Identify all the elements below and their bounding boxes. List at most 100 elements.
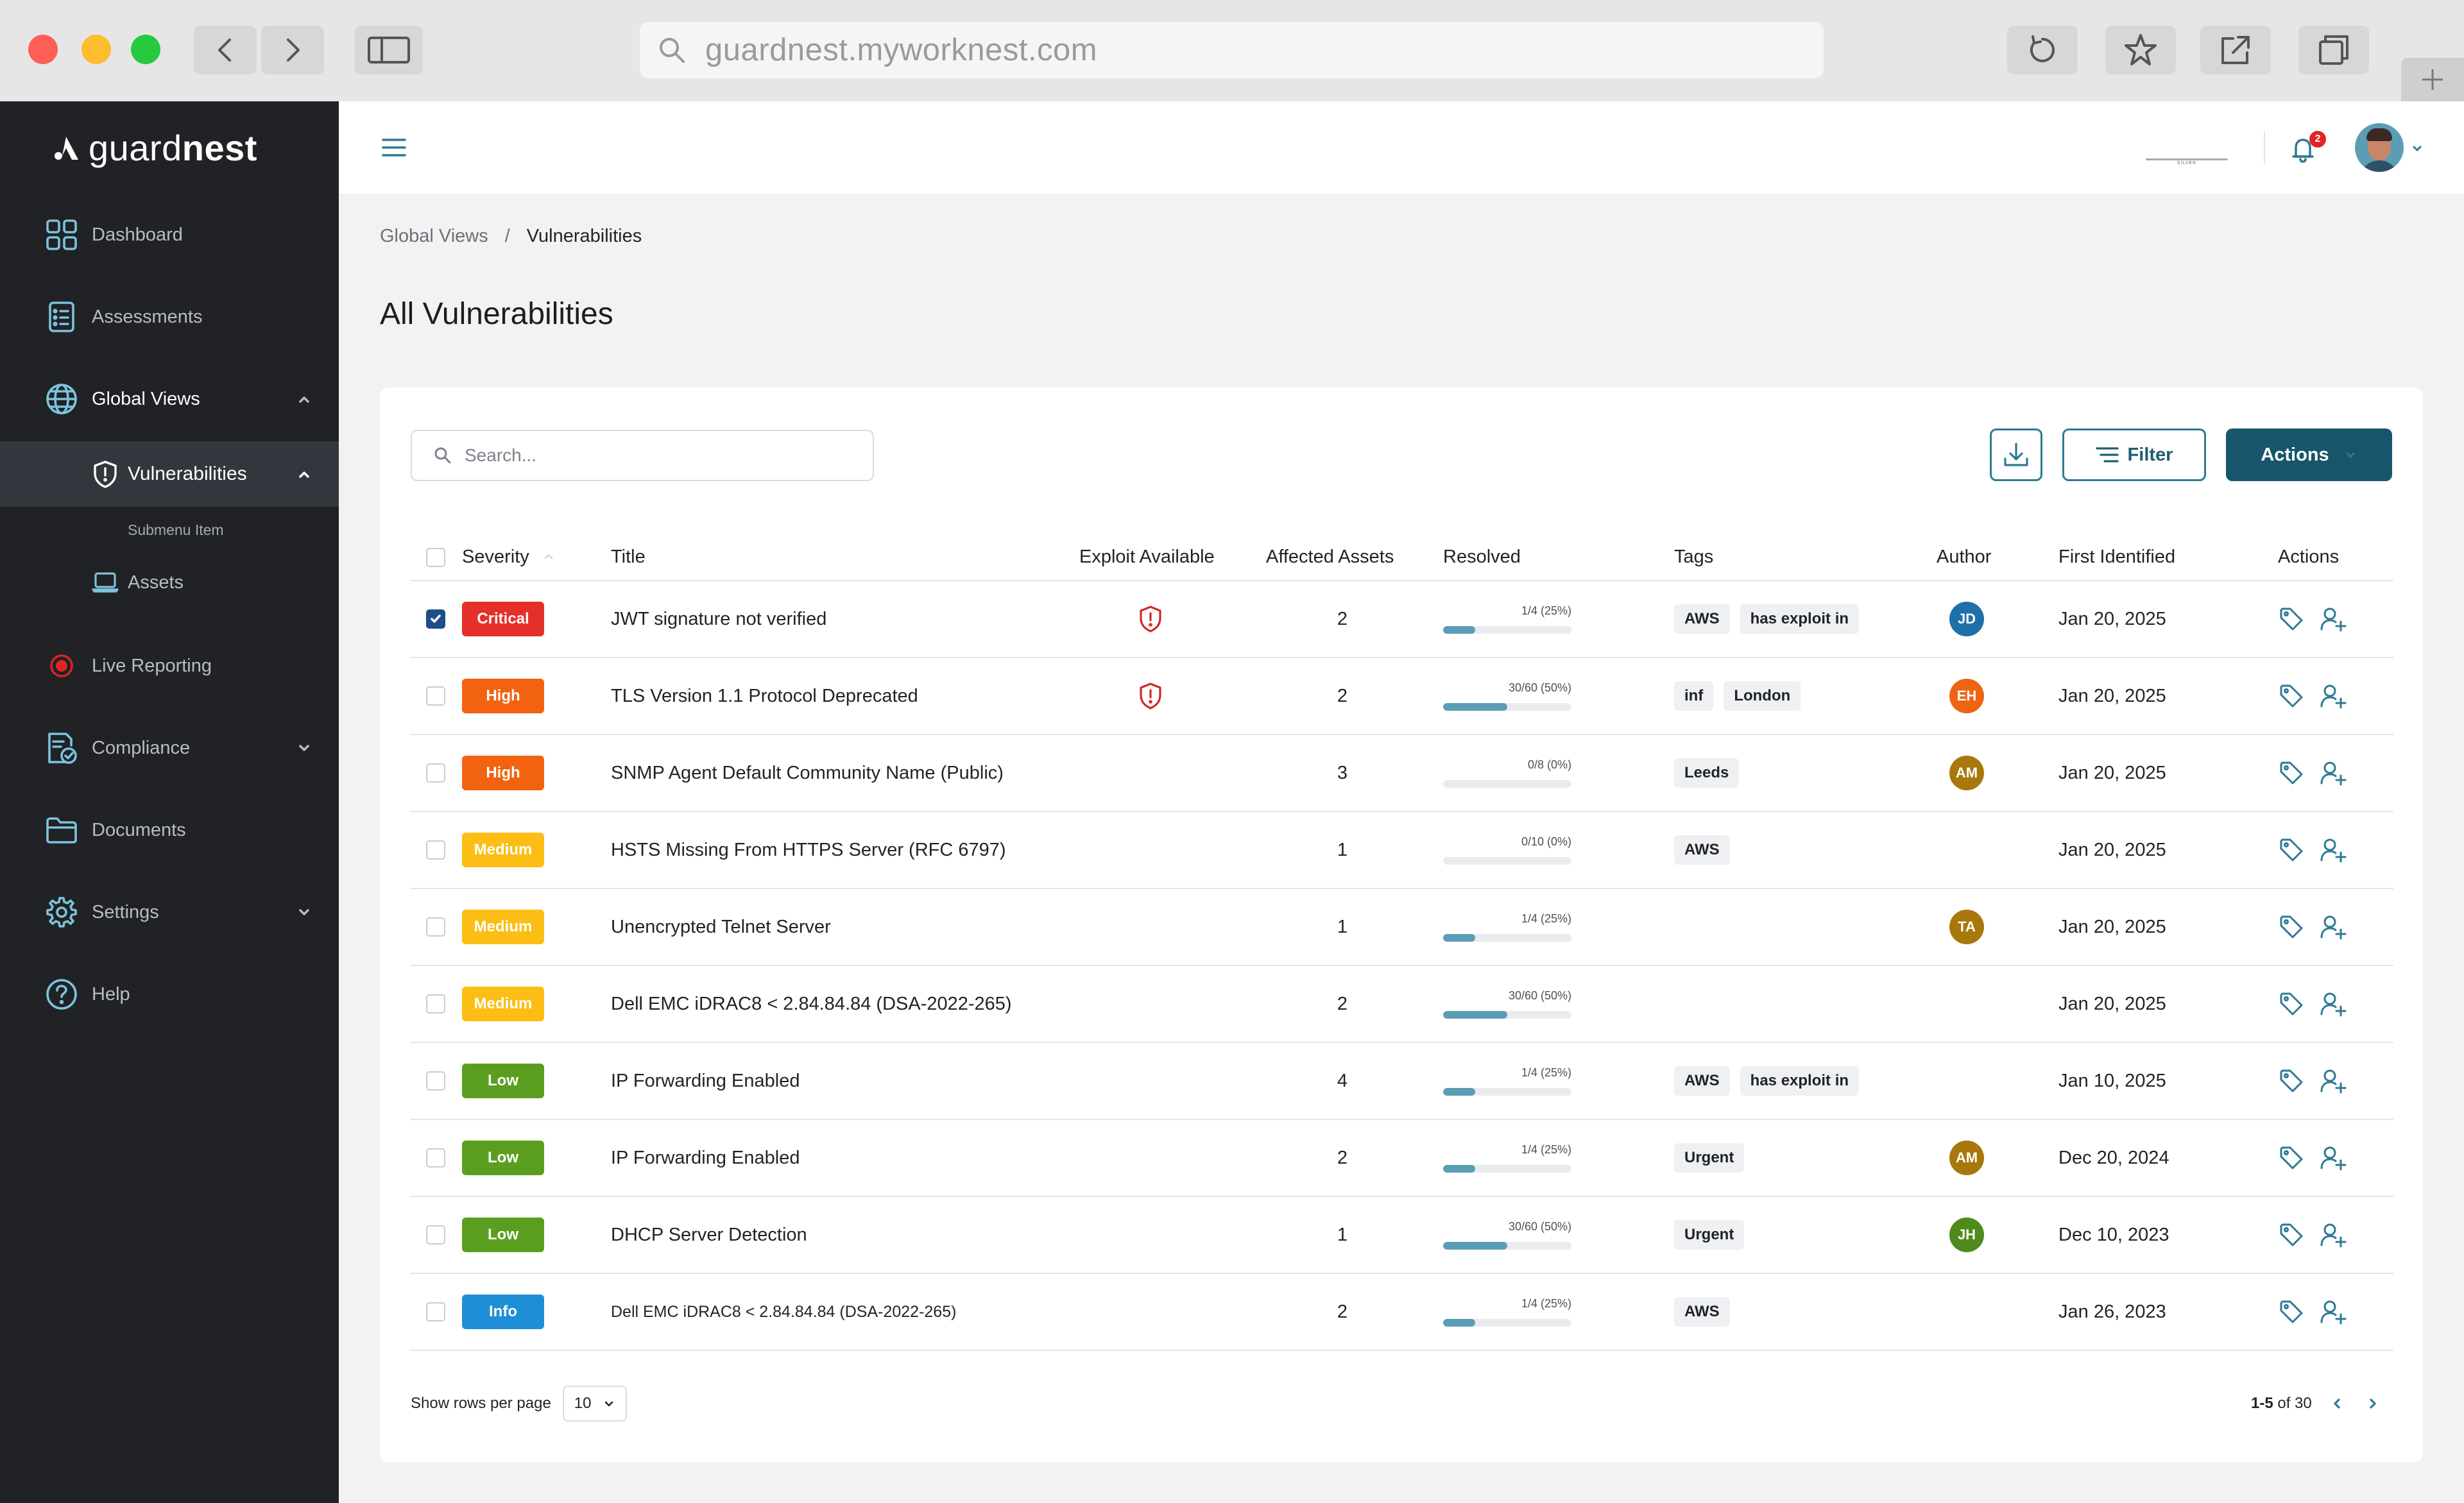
column-header-tags[interactable]: Tags xyxy=(1674,547,1714,567)
author-avatar[interactable]: AM xyxy=(1949,1141,1984,1175)
title-cell[interactable]: IP Forwarding Enabled xyxy=(611,1043,800,1119)
assign-user-button[interactable] xyxy=(2320,1274,2347,1350)
forward-button[interactable] xyxy=(261,26,324,74)
column-header-author[interactable]: Author xyxy=(1937,547,1992,567)
actions-button[interactable]: Actions xyxy=(2226,429,2392,481)
tag-chip[interactable]: has exploit in xyxy=(1740,604,1860,634)
assign-user-button[interactable] xyxy=(2320,658,2347,734)
row-checkbox[interactable] xyxy=(426,840,445,860)
tag-action-button[interactable] xyxy=(2279,889,2304,965)
sidebar-submenu-item[interactable]: Submenu Item xyxy=(128,522,224,538)
row-checkbox[interactable] xyxy=(426,1071,445,1091)
vulnerability-title[interactable]: Dell EMC iDRAC8 < 2.84.84.84 (DSA-2022-2… xyxy=(611,993,1012,1014)
table-row[interactable]: High SNMP Agent Default Community Name (P… xyxy=(411,735,2393,812)
table-row[interactable]: Low IP Forwarding Enabled 4 1/4 (25%) AWS has… xyxy=(411,1043,2393,1120)
table-row[interactable]: Medium Unencrypted Telnet Server 1 1/4 (25%… xyxy=(411,889,2393,966)
sidebar-toggle-button[interactable] xyxy=(355,26,423,74)
row-checkbox[interactable] xyxy=(426,686,445,706)
sidebar-item-help[interactable]: Help xyxy=(0,962,339,1026)
bookmark-button[interactable] xyxy=(2105,26,2176,74)
tag-action-button[interactable] xyxy=(2279,1197,2304,1273)
previous-page-button[interactable] xyxy=(2329,1395,2345,1412)
assign-user-button[interactable] xyxy=(2320,1120,2347,1196)
table-row[interactable]: Critical JWT signature not verified 2 1/4 (… xyxy=(411,581,2393,658)
row-checkbox[interactable] xyxy=(426,763,445,783)
tag-chip[interactable]: London xyxy=(1724,681,1801,711)
address-bar[interactable]: guardnest.myworknest.com xyxy=(640,22,1824,78)
back-button[interactable] xyxy=(194,26,257,74)
vulnerability-title[interactable]: Unencrypted Telnet Server xyxy=(611,916,831,937)
sidebar-item-live-reporting[interactable]: Live Reporting xyxy=(0,634,339,698)
column-header-affected-assets[interactable]: Affected Assets xyxy=(1266,547,1394,567)
assign-user-button[interactable] xyxy=(2320,1043,2347,1119)
new-tab-button[interactable] xyxy=(2401,58,2464,101)
row-checkbox[interactable] xyxy=(426,609,445,629)
title-cell[interactable]: JWT signature not verified xyxy=(611,581,826,657)
tag-action-button[interactable] xyxy=(2279,658,2304,734)
row-checkbox[interactable] xyxy=(426,1302,445,1321)
table-row[interactable]: Info Dell EMC iDRAC8 < 2.84.84.84 (DSA-20… xyxy=(411,1274,2393,1351)
vulnerability-title[interactable]: DHCP Server Detection xyxy=(611,1224,807,1245)
vulnerability-title[interactable]: SNMP Agent Default Community Name (Publi… xyxy=(611,762,1004,783)
download-button[interactable] xyxy=(1990,429,2042,481)
row-checkbox[interactable] xyxy=(426,917,445,937)
vulnerability-title[interactable]: TLS Version 1.1 Protocol Deprecated xyxy=(611,685,918,706)
row-checkbox[interactable] xyxy=(426,1148,445,1168)
column-header-resolved[interactable]: Resolved xyxy=(1443,547,1521,567)
column-header-first-identified[interactable]: First Identified xyxy=(2058,547,2176,567)
column-header-title[interactable]: Title xyxy=(611,547,646,567)
title-cell[interactable]: SNMP Agent Default Community Name (Publi… xyxy=(611,735,1004,811)
row-checkbox[interactable] xyxy=(426,994,445,1014)
column-header-severity[interactable]: Severity xyxy=(462,547,556,568)
tag-action-button[interactable] xyxy=(2279,1043,2304,1119)
sidebar-item-documents[interactable]: Documents xyxy=(0,798,339,862)
assign-user-button[interactable] xyxy=(2320,812,2347,888)
author-avatar[interactable]: JD xyxy=(1949,602,1984,636)
vulnerability-title[interactable]: Dell EMC iDRAC8 < 2.84.84.84 (DSA-2022-2… xyxy=(611,1302,957,1321)
avatar[interactable] xyxy=(2355,123,2404,172)
breadcrumb-link-global-views[interactable]: Global Views xyxy=(380,226,488,246)
tag-action-button[interactable] xyxy=(2279,1120,2304,1196)
tag-action-button[interactable] xyxy=(2279,812,2304,888)
assign-user-button[interactable] xyxy=(2320,735,2347,811)
vulnerability-title[interactable]: JWT signature not verified xyxy=(611,608,827,629)
chevron-down-icon[interactable] xyxy=(2410,141,2424,155)
title-cell[interactable]: Unencrypted Telnet Server xyxy=(611,889,831,965)
vulnerability-title[interactable]: IP Forwarding Enabled xyxy=(611,1147,800,1168)
minimize-window-button[interactable] xyxy=(81,35,111,64)
tag-chip[interactable]: has exploit in xyxy=(1740,1066,1860,1096)
tag-chip[interactable]: AWS xyxy=(1674,1297,1730,1327)
search-box[interactable] xyxy=(411,430,874,481)
table-row[interactable]: High TLS Version 1.1 Protocol Deprecated 2… xyxy=(411,658,2393,735)
sidebar-item-settings[interactable]: Settings xyxy=(0,880,339,944)
title-cell[interactable]: Dell EMC iDRAC8 < 2.84.84.84 (DSA-2022-2… xyxy=(611,1274,956,1350)
tag-chip[interactable]: inf xyxy=(1674,681,1714,711)
assign-user-button[interactable] xyxy=(2320,1197,2347,1273)
author-avatar[interactable]: EH xyxy=(1949,679,1984,713)
vulnerability-title[interactable]: HSTS Missing From HTTPS Server (RFC 6797… xyxy=(611,839,1006,860)
table-row[interactable]: Low DHCP Server Detection 1 30/60 (50%) Urge… xyxy=(411,1197,2393,1274)
assign-user-button[interactable] xyxy=(2320,889,2347,965)
tag-action-button[interactable] xyxy=(2279,735,2304,811)
title-cell[interactable]: Dell EMC iDRAC8 < 2.84.84.84 (DSA-2022-2… xyxy=(611,966,1012,1042)
assign-user-button[interactable] xyxy=(2320,966,2347,1042)
tag-chip[interactable]: Urgent xyxy=(1674,1220,1745,1250)
row-checkbox[interactable] xyxy=(426,1225,445,1244)
tag-chip[interactable]: AWS xyxy=(1674,835,1730,865)
tag-chip[interactable]: AWS xyxy=(1674,1066,1730,1096)
table-row[interactable]: Medium HSTS Missing From HTTPS Server (RF… xyxy=(411,812,2393,889)
reload-button[interactable] xyxy=(2007,26,2078,74)
sidebar-item-assets[interactable]: Assets xyxy=(0,562,339,603)
assign-user-button[interactable] xyxy=(2320,581,2347,657)
next-page-button[interactable] xyxy=(2365,1395,2381,1412)
filter-button[interactable]: Filter xyxy=(2062,429,2206,481)
tag-chip[interactable]: AWS xyxy=(1674,604,1730,634)
rows-per-page-select[interactable]: 10 xyxy=(562,1386,627,1422)
brand-logo[interactable]: guardnest xyxy=(53,127,257,169)
notifications-button[interactable] xyxy=(2288,135,2318,164)
maximize-window-button[interactable] xyxy=(131,35,160,64)
sidebar-item-global-views[interactable]: Global Views xyxy=(0,367,339,431)
title-cell[interactable]: IP Forwarding Enabled xyxy=(611,1120,800,1196)
column-header-exploit-available[interactable]: Exploit Available xyxy=(1079,547,1215,567)
table-row[interactable]: Low IP Forwarding Enabled 2 1/4 (25%) Urgent… xyxy=(411,1120,2393,1197)
